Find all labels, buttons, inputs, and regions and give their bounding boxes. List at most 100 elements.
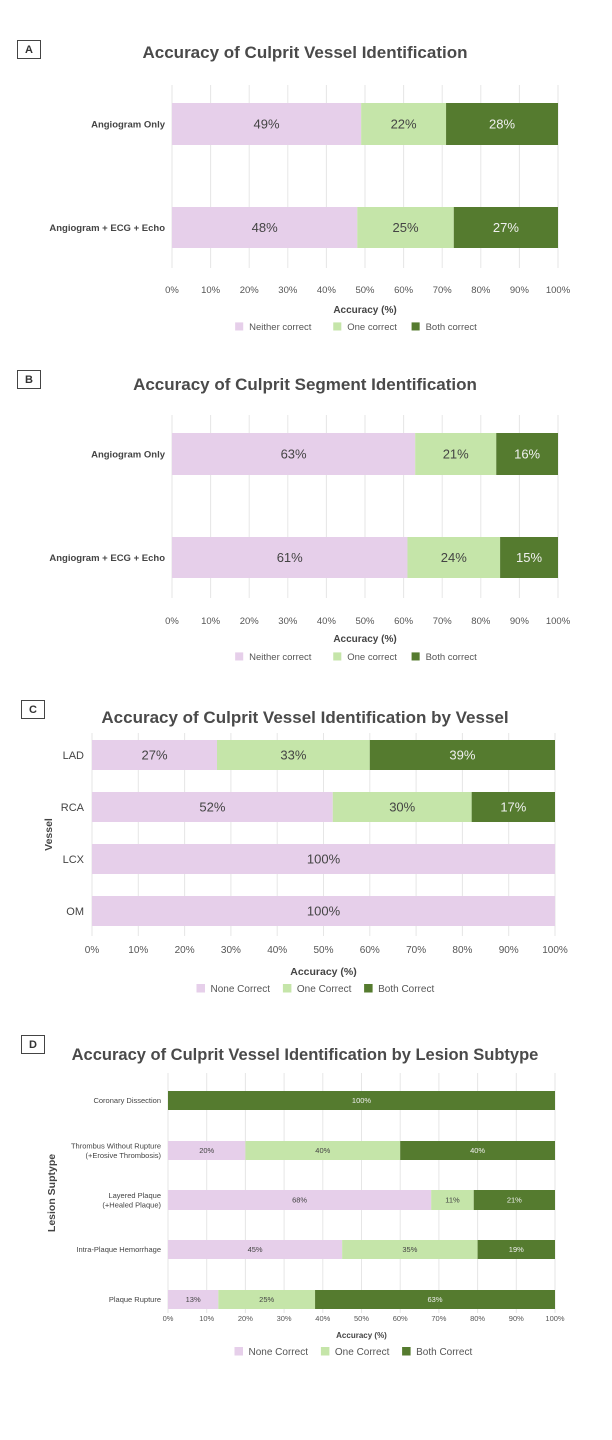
bar-segment-one-correct (245, 1141, 401, 1160)
legend-item: Both Correct (416, 1347, 472, 1358)
category-label-line: RCA (61, 802, 85, 814)
x-tick-label: 50% (355, 285, 375, 296)
legend-swatch (282, 984, 292, 993)
panel-label-c: C (21, 700, 45, 719)
category-label-line: LCX (63, 854, 85, 866)
x-tick-label: 30% (278, 285, 298, 296)
x-tick-label: 40% (317, 616, 337, 627)
x-tick-label: 60% (393, 1314, 408, 1323)
data-label: 45% (248, 1245, 263, 1254)
data-label: 22% (391, 117, 417, 132)
legend-swatch (235, 652, 244, 661)
data-label: 48% (252, 220, 278, 235)
bar-segment-one-correct (415, 433, 497, 475)
legend-swatch (320, 1347, 330, 1356)
x-axis-label: Accuracy (%) (290, 966, 357, 978)
data-label: 63% (428, 1295, 443, 1304)
legend-swatch (402, 1347, 411, 1356)
category-label: Coronary Dissection (93, 1096, 161, 1105)
category-label: OM (66, 906, 84, 918)
x-tick-label: 10% (201, 616, 221, 627)
data-label: 13% (186, 1295, 201, 1304)
bar-segment-both-correct (496, 433, 558, 475)
category-label-line: Plaque Rupture (109, 1295, 161, 1304)
data-label: 33% (280, 748, 306, 763)
x-tick-label: 20% (175, 945, 195, 956)
x-tick-label: 0% (165, 285, 179, 296)
bar-segment-both-correct (471, 792, 555, 822)
data-label: 19% (509, 1245, 524, 1254)
bar-segment-one-correct (407, 537, 501, 578)
bar-segment-one-correct (431, 1190, 474, 1210)
category-label-line: OM (66, 906, 84, 918)
category-label: Angiogram + ECG + Echo (49, 553, 165, 564)
category-label: Angiogram Only (91, 119, 166, 130)
y-axis-label: Lesion Suptype (46, 1154, 58, 1232)
x-tick-label: 80% (452, 945, 472, 956)
legend-item: Neither correct (249, 322, 312, 333)
bar-segment-one-correct (332, 792, 472, 822)
data-label: 15% (516, 550, 542, 565)
legend-item: One Correct (335, 1347, 390, 1358)
data-label: 24% (441, 550, 467, 565)
bar-segment-one-correct (357, 207, 454, 248)
x-tick-label: 60% (360, 945, 380, 956)
bar-segment-none-correct (168, 1141, 246, 1160)
bar-segment-one-correct (218, 1290, 316, 1309)
chart-title-d: Accuracy of Culprit Vessel Identificatio… (72, 1046, 539, 1064)
bar-segment-both-correct (400, 1141, 555, 1160)
x-tick-label: 100% (545, 1314, 565, 1323)
x-axis-label: Accuracy (%) (333, 634, 396, 645)
legend-item: Both correct (426, 652, 478, 663)
bar-segment-both-correct (315, 1290, 555, 1309)
category-label: Intra-Plaque Hemorrhage (76, 1245, 161, 1254)
legend-swatch (333, 322, 342, 331)
x-tick-label: 70% (431, 1314, 446, 1323)
chart-title-a: Accuracy of Culprit Vessel Identificatio… (143, 43, 468, 62)
x-tick-label: 100% (546, 285, 571, 296)
data-label: 100% (307, 852, 341, 867)
category-label-line: (+Erosive Thrombosis) (85, 1151, 161, 1160)
legend-item: None Correct (249, 1347, 309, 1358)
data-label: 52% (199, 800, 225, 815)
x-tick-label: 10% (128, 945, 148, 956)
bar-segment-neither-correct (172, 433, 416, 475)
data-label: 25% (393, 220, 419, 235)
x-axis-label: Accuracy (%) (336, 1331, 387, 1340)
data-label: 39% (449, 748, 475, 763)
x-tick-label: 0% (163, 1314, 174, 1323)
data-label: 21% (443, 447, 469, 462)
bar-segment-none-correct (92, 896, 555, 926)
bar-segment-one-correct (217, 740, 370, 770)
category-label: Thrombus Without Rupture (+Erosive Thromb… (71, 1141, 162, 1159)
data-label: 49% (254, 117, 280, 132)
data-label: 11% (445, 1196, 460, 1205)
data-label: 40% (470, 1146, 485, 1155)
category-label-line: Angiogram Only (91, 449, 166, 460)
x-tick-label: 50% (313, 945, 333, 956)
panel-label-b: B (17, 370, 41, 389)
chart-title-b: Accuracy of Culprit Segment Identificati… (133, 375, 477, 394)
bar-segment-neither-correct (172, 103, 362, 145)
x-tick-label: 70% (433, 616, 453, 627)
legend-swatch (333, 652, 342, 661)
legend-item: One correct (347, 652, 397, 663)
x-tick-label: 10% (199, 1314, 214, 1323)
legend-swatch (235, 322, 244, 331)
x-tick-label: 90% (509, 1314, 524, 1323)
legend-item: None Correct (211, 984, 271, 995)
bar-segment-both-correct (500, 537, 558, 578)
data-label: 40% (315, 1146, 330, 1155)
bar-segment-none-correct (92, 740, 218, 770)
data-label: 68% (292, 1196, 307, 1205)
bar-segment-one-correct (361, 103, 447, 145)
x-tick-label: 10% (201, 285, 221, 296)
legend-swatch (411, 652, 420, 661)
bar-segment-both-correct (477, 1240, 555, 1259)
x-tick-label: 0% (165, 616, 179, 627)
category-label-line: Angiogram Only (91, 119, 166, 130)
legend-swatch (411, 322, 420, 331)
category-label: Angiogram + ECG + Echo (49, 223, 165, 234)
category-label-line: Thrombus Without Rupture (71, 1141, 161, 1150)
data-label: 100% (352, 1096, 372, 1105)
